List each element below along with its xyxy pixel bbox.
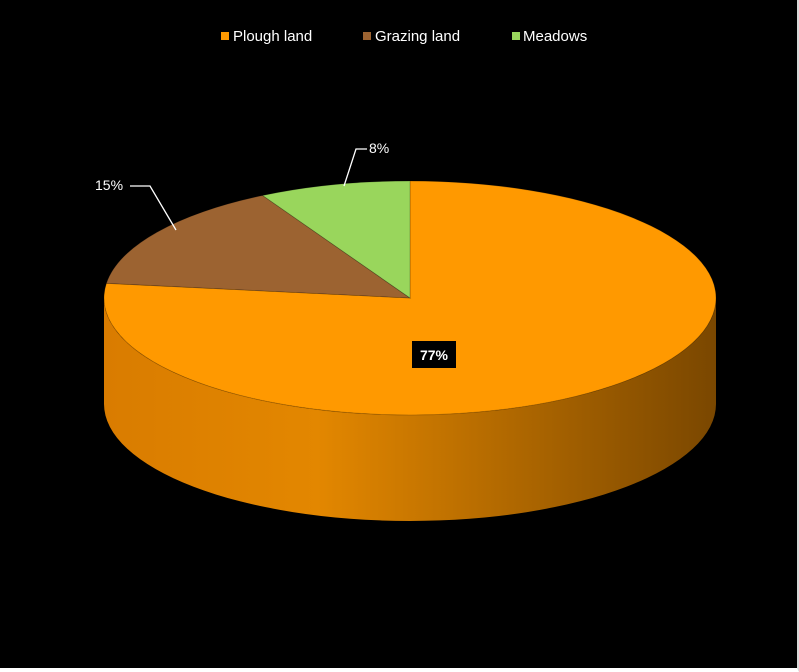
data-label-box-plough-land (412, 341, 456, 368)
legend: Plough land Grazing land Meadows (221, 28, 587, 45)
legend-item-grazing-land[interactable]: Grazing land (363, 28, 460, 45)
data-label-meadows: 8% (369, 140, 389, 156)
data-labels: 77% 15% 8% (95, 140, 456, 368)
pie-slice-plough-land[interactable] (103, 180, 717, 416)
legend-label-grazing-land: Grazing land (375, 28, 460, 45)
leader-line-grazing-land (130, 185, 177, 231)
leader-lines (130, 148, 367, 231)
legend-swatch-grazing-land (363, 32, 371, 40)
data-label-grazing-land: 15% (95, 177, 123, 193)
legend-item-meadows[interactable]: Meadows (512, 28, 587, 45)
leader-line-meadows (343, 148, 367, 187)
legend-item-plough-land[interactable]: Plough land (221, 28, 312, 45)
legend-label-plough-land: Plough land (233, 28, 312, 45)
pie-side-plough-land (104, 298, 716, 521)
pie-slice-meadows[interactable] (261, 180, 411, 299)
pie-slice-grazing-land[interactable] (105, 195, 412, 299)
legend-swatch-plough-land (221, 32, 229, 40)
legend-swatch-meadows (512, 32, 520, 40)
data-label-plough-land: 77% (420, 347, 449, 363)
legend-label-meadows: Meadows (523, 28, 587, 45)
